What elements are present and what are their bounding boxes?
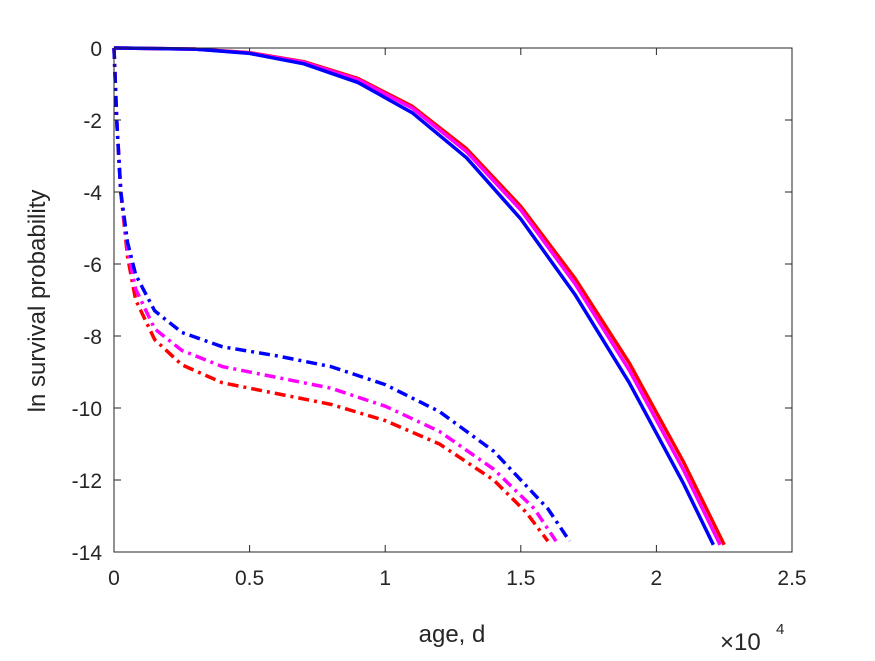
x-tick-label: 0.5 (235, 567, 264, 590)
series-line-5 (112, 47, 558, 543)
y-axis-label: ln survival probability (24, 190, 51, 413)
series-line-6 (112, 47, 572, 543)
y-tick-label: -8 (83, 326, 102, 349)
y-tick-label: -12 (72, 470, 102, 493)
axes-box (113, 47, 793, 553)
x-tick-label: 1.5 (506, 567, 535, 590)
x-tick-label: 1 (379, 567, 391, 590)
x-axis-exponent-base: ×10 (720, 629, 761, 656)
y-tick-label: -10 (72, 398, 102, 421)
y-tick-label: -4 (83, 182, 102, 205)
axes-layer: 0 0.5 1 1.5 2 2.5 0 -2 -4 -6 -8 -10 -12 -14 (72, 38, 807, 590)
x-tick-label: 0 (108, 567, 120, 590)
series-line-3 (113, 46, 715, 546)
y-tick-label: -14 (72, 542, 103, 565)
y-tick-label: -2 (83, 110, 102, 133)
series-line-4 (112, 47, 550, 543)
x-axis-label: age, d (419, 621, 486, 648)
series-layer (112, 46, 726, 546)
y-tick-label: -6 (83, 254, 102, 277)
x-tick-label: 2.5 (777, 567, 806, 590)
x-axis-exponent-power: 4 (776, 621, 784, 638)
y-tick-label: 0 (90, 38, 102, 61)
x-tick-label: 2 (651, 567, 663, 590)
